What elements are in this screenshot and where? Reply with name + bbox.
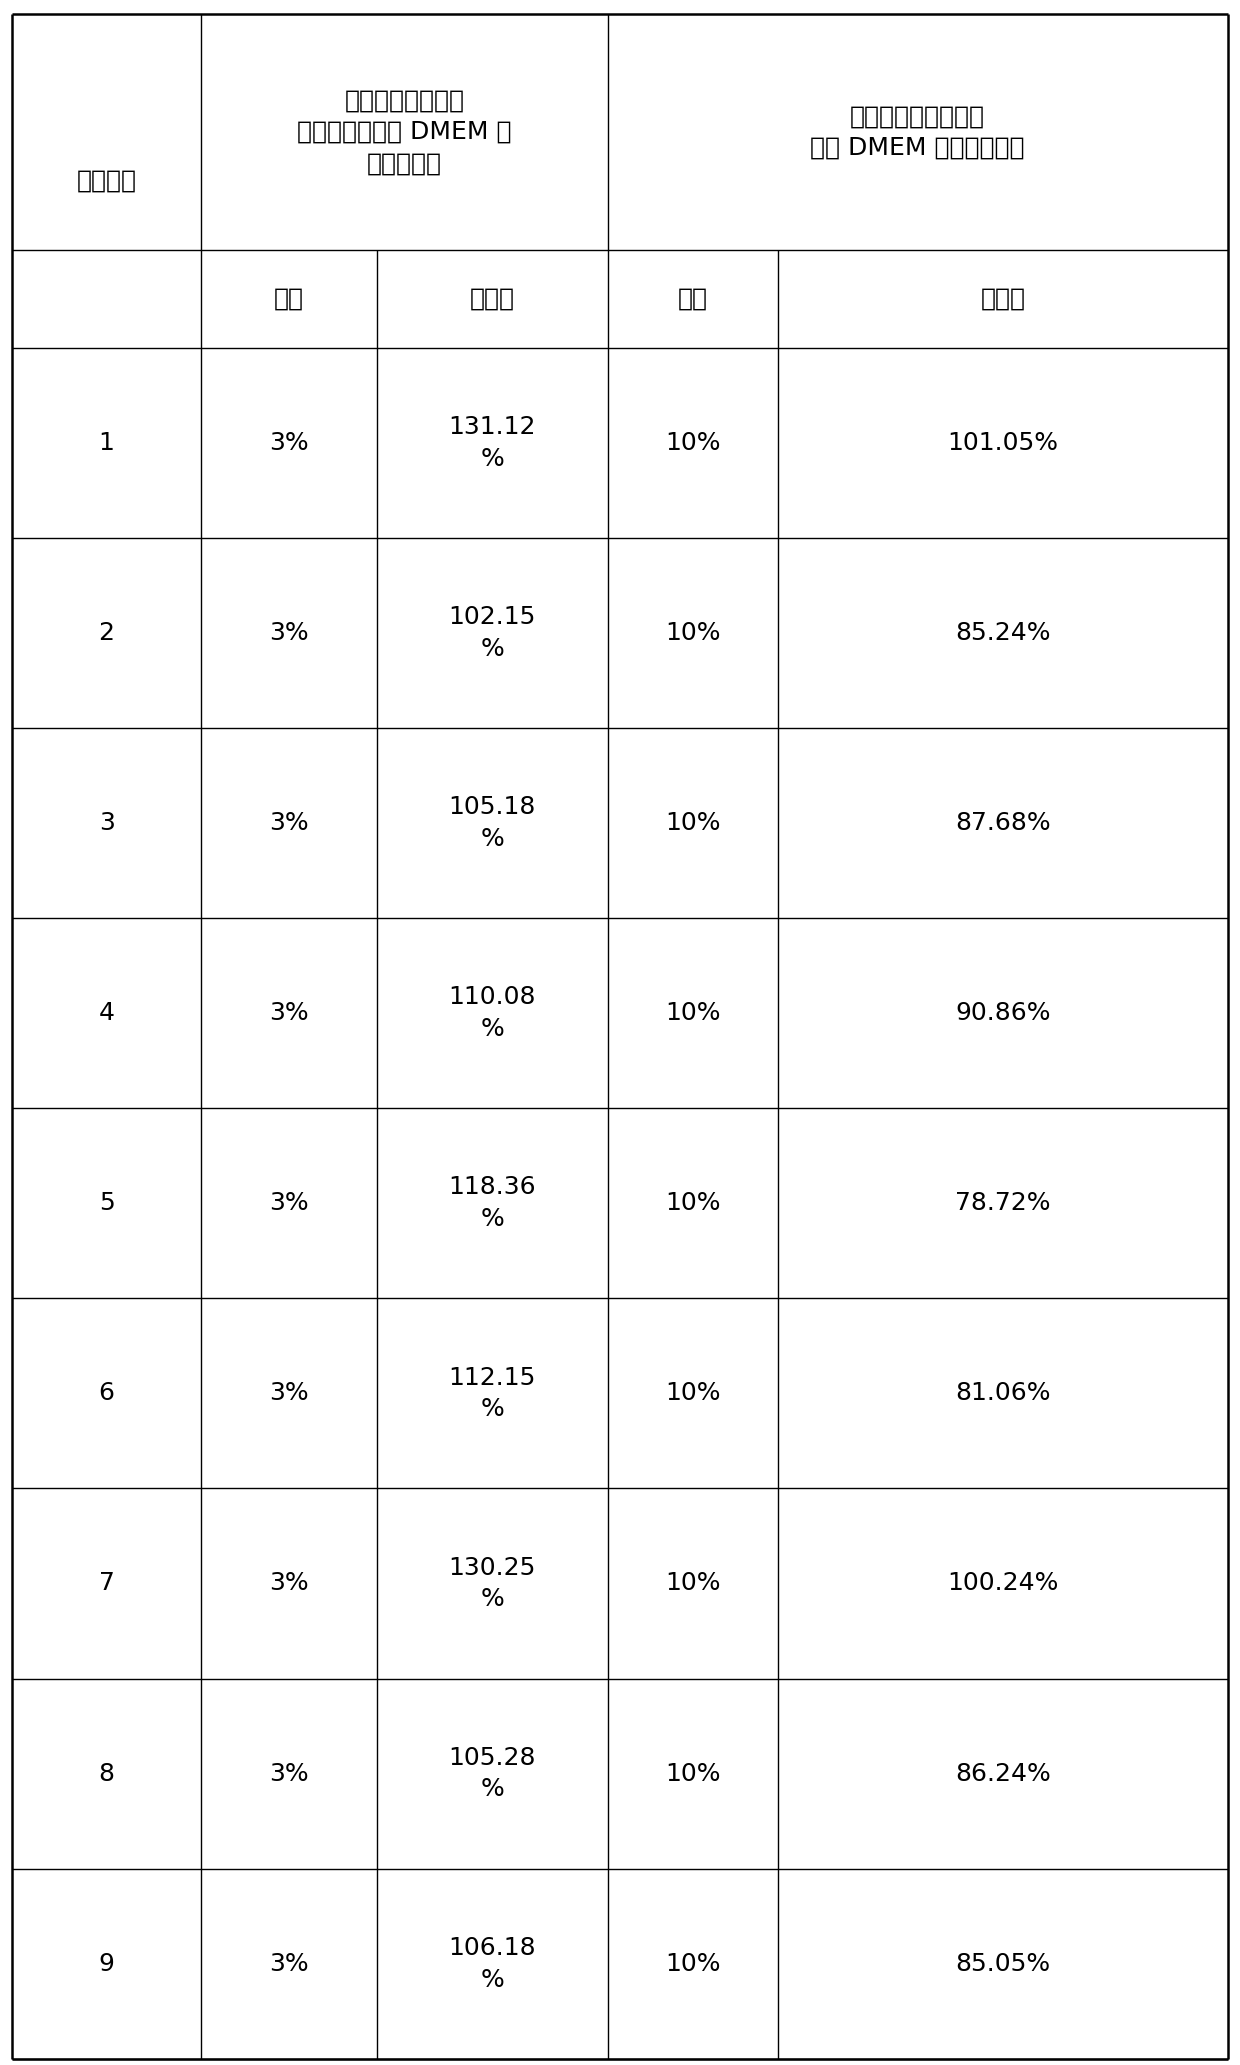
Text: 10%: 10% xyxy=(665,1381,720,1406)
Text: 5: 5 xyxy=(99,1192,114,1214)
Text: 105.18
%: 105.18 % xyxy=(449,795,536,851)
Text: 6: 6 xyxy=(98,1381,114,1406)
Text: 3%: 3% xyxy=(269,1571,309,1596)
Text: 生长率: 生长率 xyxy=(981,287,1025,310)
Text: 101.05%: 101.05% xyxy=(947,432,1058,454)
Text: 2: 2 xyxy=(98,622,114,644)
Text: 浓度: 浓度 xyxy=(274,287,304,310)
Text: 9: 9 xyxy=(99,1951,114,1976)
Text: 10%: 10% xyxy=(665,622,720,644)
Text: 110.08
%: 110.08 % xyxy=(449,985,536,1041)
Text: 131.12
%: 131.12 % xyxy=(449,415,536,471)
Text: 102.15
%: 102.15 % xyxy=(449,605,536,661)
Text: 浓度: 浓度 xyxy=(678,287,708,310)
Text: 112.15
%: 112.15 % xyxy=(449,1365,536,1421)
Text: 7: 7 xyxy=(99,1571,114,1596)
Text: 4: 4 xyxy=(98,1002,114,1024)
Text: 85.24%: 85.24% xyxy=(955,622,1050,644)
Text: 8: 8 xyxy=(98,1761,114,1786)
Text: 3%: 3% xyxy=(269,1761,309,1786)
Text: 10%: 10% xyxy=(665,432,720,454)
Text: 118.36
%: 118.36 % xyxy=(449,1175,536,1231)
Text: 10%: 10% xyxy=(665,1571,720,1596)
Text: 85.05%: 85.05% xyxy=(955,1951,1050,1976)
Text: 90.86%: 90.86% xyxy=(955,1002,1050,1024)
Text: 10%: 10% xyxy=(665,1761,720,1786)
Text: 10%: 10% xyxy=(665,1951,720,1976)
Text: 人皮肤角质细胞（高
糖型 DMEM 细胞培养液）: 人皮肤角质细胞（高 糖型 DMEM 细胞培养液） xyxy=(811,103,1025,159)
Text: 3%: 3% xyxy=(269,1381,309,1406)
Text: 100.24%: 100.24% xyxy=(947,1571,1059,1596)
Text: 106.18
%: 106.18 % xyxy=(449,1937,536,1991)
Text: 3%: 3% xyxy=(269,432,309,454)
Text: 81.06%: 81.06% xyxy=(955,1381,1050,1406)
Text: 10%: 10% xyxy=(665,1002,720,1024)
Text: 人皮肤成纤维细胞
（溶剂为高糖型 DMEM 细
胞培养液）: 人皮肤成纤维细胞 （溶剂为高糖型 DMEM 细 胞培养液） xyxy=(298,89,512,176)
Text: 10%: 10% xyxy=(665,812,720,834)
Text: 3%: 3% xyxy=(269,1951,309,1976)
Text: 87.68%: 87.68% xyxy=(955,812,1050,834)
Text: 10%: 10% xyxy=(665,1192,720,1214)
Text: 3%: 3% xyxy=(269,622,309,644)
Text: 3: 3 xyxy=(99,812,114,834)
Text: 86.24%: 86.24% xyxy=(955,1761,1050,1786)
Text: 105.28
%: 105.28 % xyxy=(449,1745,536,1801)
Text: 3%: 3% xyxy=(269,812,309,834)
Text: 1: 1 xyxy=(99,432,114,454)
Text: 实施例子: 实施例子 xyxy=(77,169,136,192)
Text: 78.72%: 78.72% xyxy=(955,1192,1050,1214)
Text: 3%: 3% xyxy=(269,1002,309,1024)
Text: 3%: 3% xyxy=(269,1192,309,1214)
Text: 130.25
%: 130.25 % xyxy=(449,1555,536,1611)
Text: 生长率: 生长率 xyxy=(470,287,515,310)
